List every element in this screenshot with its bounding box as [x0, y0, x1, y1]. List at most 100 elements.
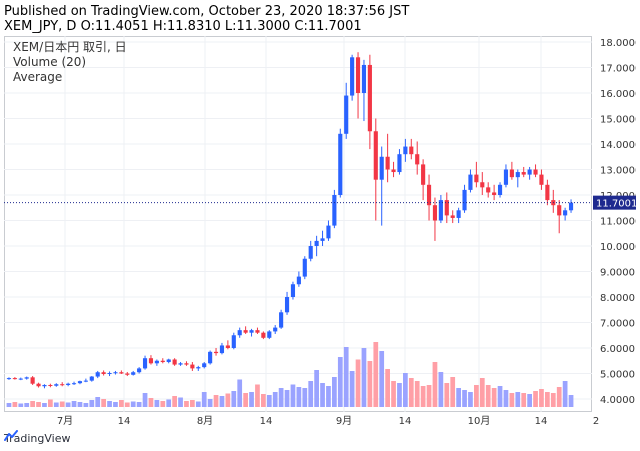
candle-body: [379, 156, 384, 180]
volume-bar: [190, 400, 195, 407]
ohlc-summary: XEM_JPY, D O:11.4051 H:11.8310 L:11.3000…: [4, 19, 362, 34]
volume-bar: [24, 403, 30, 407]
candle-body: [338, 133, 343, 195]
legend-average: Average: [13, 70, 63, 84]
candle-body: [178, 363, 183, 365]
y-tick-label: 8.0000: [600, 293, 635, 304]
candle-body: [344, 95, 349, 134]
volume-bar: [355, 359, 361, 407]
candle-body: [219, 345, 225, 354]
volume-bar: [213, 395, 219, 407]
candle-body: [18, 378, 23, 380]
y-tick-label: 15.0000: [600, 115, 636, 126]
volume-bar: [420, 386, 426, 407]
candle-body: [355, 57, 361, 93]
candle-body: [12, 378, 17, 380]
y-tick-label: 4.0000: [600, 395, 635, 406]
volume-bar: [30, 401, 35, 407]
volume-bar: [136, 402, 142, 407]
x-tick-label: 14: [260, 416, 273, 427]
candle-body: [450, 215, 455, 218]
volume-bar: [272, 392, 278, 407]
volume-bar: [6, 403, 12, 407]
volume-bar: [130, 401, 136, 407]
volume-bar: [172, 396, 177, 407]
volume-bar: [385, 369, 390, 407]
candle-body: [237, 330, 242, 336]
x-tick-label: 14: [399, 416, 412, 427]
candle-body: [166, 359, 171, 363]
chart-panel[interactable]: 18.0000 17.0000 16.0000 15.0000 14.0000 13.00…: [4, 36, 636, 428]
candle-body: [71, 383, 77, 385]
volume-bar: [450, 377, 456, 407]
candle-body: [54, 384, 59, 386]
volume-bar: [468, 392, 473, 407]
volume-bar: [497, 386, 503, 407]
candle-body: [184, 363, 189, 365]
volume-bar: [53, 402, 59, 407]
volume-bar: [71, 401, 77, 407]
volume-bar: [491, 388, 497, 407]
candle-body: [284, 297, 290, 313]
tradingview-logo-icon: [4, 430, 18, 441]
candle-body: [95, 372, 100, 377]
candle-body: [89, 376, 94, 381]
candle-body: [202, 363, 207, 368]
volume-bar: [36, 402, 41, 407]
volume-bar: [408, 378, 414, 407]
volume-bar: [373, 342, 379, 407]
candle-body: [172, 359, 177, 365]
volume-bar: [438, 372, 444, 407]
volume-bar: [77, 402, 83, 407]
candle-body: [403, 146, 408, 155]
volume-bar: [462, 390, 467, 407]
y-tick-label: 5.0000: [600, 370, 635, 381]
candle-body: [154, 360, 159, 364]
volume-bar: [397, 383, 402, 407]
volume-bar: [284, 390, 290, 407]
tradingview-logo[interactable]: TradingView: [4, 430, 70, 446]
volume-bar: [255, 384, 260, 407]
candle-body: [296, 276, 301, 285]
volume-bar: [266, 395, 272, 407]
volume-bar: [403, 373, 408, 407]
candle-body: [533, 169, 538, 175]
y-tick-label: 10.0000: [600, 242, 636, 253]
volume-bar: [65, 402, 71, 407]
volume-bar: [308, 381, 314, 407]
y-tick-label: 16.0000: [600, 89, 636, 100]
volume-bar: [545, 392, 550, 407]
volume-bar: [568, 395, 574, 407]
volume-bar: [456, 388, 461, 407]
volume-bar: [432, 362, 438, 407]
candle-body: [568, 202, 574, 211]
volume-bar: [119, 400, 124, 407]
volume-bar: [42, 403, 47, 407]
candle-body: [142, 358, 148, 369]
candle-body: [332, 195, 337, 226]
candle-body: [243, 330, 248, 333]
chart-legend: XEM/日本円 取引, 日 Volume (20) Average: [13, 40, 127, 85]
volume-bar: [337, 357, 343, 407]
y-tick-label: 13.0000: [600, 166, 636, 177]
candle-body: [385, 156, 390, 170]
candle-body: [196, 367, 201, 369]
volume-bar: [184, 401, 189, 407]
candle-body: [42, 384, 47, 387]
candle-body: [521, 172, 526, 175]
volume-bar: [142, 393, 148, 407]
candle-body: [30, 377, 35, 384]
candle-body: [373, 131, 378, 180]
volume-bar: [261, 394, 266, 407]
plot-area[interactable]: [4, 36, 592, 412]
candle-body: [444, 200, 449, 216]
candle-body: [160, 360, 165, 363]
candle-body: [249, 330, 254, 333]
volume-bar: [320, 383, 325, 407]
candle-body: [113, 372, 118, 374]
candle-body: [255, 330, 260, 333]
volume-bar: [343, 347, 349, 407]
volume-bar: [550, 393, 556, 407]
y-tick-label: 18.0000: [600, 38, 636, 49]
candle-body: [486, 187, 491, 193]
